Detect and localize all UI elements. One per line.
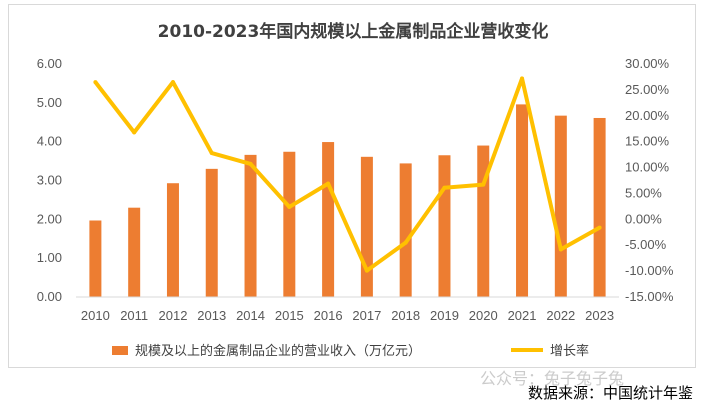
right-tick-label: 25.00% (625, 82, 670, 97)
bar-2019 (438, 155, 451, 297)
right-tick-label: -15.00% (625, 289, 674, 304)
bar-2015 (283, 151, 296, 297)
watermark: 公众号：兔子兔子兔 (480, 369, 625, 388)
x-tick-label: 2023 (585, 308, 614, 323)
legend-line-label: 增长率 (550, 343, 589, 359)
line-point-2018 (403, 240, 408, 245)
x-tick-label: 2014 (236, 308, 265, 323)
right-tick-label: 20.00% (625, 108, 670, 123)
right-tick-label: 10.00% (625, 160, 670, 175)
right-tick-label: -10.00% (625, 263, 674, 278)
bar-2014 (244, 154, 257, 297)
line-point-2012 (170, 80, 175, 85)
x-tick-label: 2011 (120, 308, 148, 323)
right-tick-label: 30.00% (625, 56, 670, 71)
x-tick-label: 2013 (197, 308, 226, 323)
left-tick-label: 4.00 (37, 134, 62, 149)
left-tick-label: 2.00 (37, 211, 62, 226)
x-tick-label: 2017 (352, 308, 381, 323)
legend: 规模及以上的金属制品企业的营业收入（万亿元） 增长率 (112, 343, 589, 359)
bar-series (89, 104, 606, 298)
bar-2023 (593, 117, 606, 297)
line-point-2015 (287, 204, 292, 209)
growth-rate-line (93, 76, 601, 273)
bar-2018 (399, 163, 412, 297)
line-point-2021 (520, 76, 525, 81)
x-tick-label: 2015 (275, 308, 304, 323)
bar-2022 (554, 115, 567, 297)
bar-2012 (166, 183, 179, 297)
line-point-2010 (93, 80, 98, 85)
line-point-2022 (558, 247, 563, 252)
line-point-2017 (364, 268, 369, 273)
x-tick-label: 2019 (430, 308, 459, 323)
right-tick-label: 5.00% (625, 185, 662, 200)
x-axis-ticks: 2010 2011 2012 2013 2014 2015 2016 2017 2018 2019… (81, 308, 614, 323)
left-tick-label: 1.00 (37, 250, 62, 265)
bar-2017 (360, 156, 373, 297)
bar-2011 (128, 207, 141, 297)
chart-title: 2010-2023年国内规模以上金属制品企业营收变化 (158, 21, 549, 42)
legend-bar-swatch (112, 346, 128, 355)
line-point-2016 (326, 181, 331, 186)
x-tick-label: 2016 (314, 308, 343, 323)
x-tick-label: 2012 (159, 308, 188, 323)
right-tick-label: 0.00% (625, 211, 662, 226)
x-tick-label: 2010 (81, 308, 110, 323)
line-point-2014 (248, 161, 253, 166)
left-axis-ticks: 6.00 5.00 4.00 3.00 2.00 1.00 0.00 (37, 56, 62, 304)
line-point-2013 (209, 151, 214, 156)
x-tick-label: 2018 (391, 308, 420, 323)
line-point-2023 (597, 225, 602, 230)
left-tick-label: 5.00 (37, 95, 62, 110)
bar-2021 (516, 104, 529, 298)
left-tick-label: 6.00 (37, 56, 62, 71)
chart-frame: 2010-2023年国内规模以上金属制品企业营收变化 6.00 5.00 4.00 3… (8, 4, 696, 368)
bar-2016 (322, 142, 335, 297)
line-point-2019 (442, 185, 447, 190)
legend-bar-label: 规模及以上的金属制品企业的营业收入（万亿元） (135, 343, 421, 359)
line-series (93, 76, 602, 273)
left-tick-label: 0.00 (37, 289, 62, 304)
right-tick-label: 15.00% (625, 134, 670, 149)
right-tick-label: -5.00% (625, 237, 667, 252)
source-note: 数据来源：中国统计年鉴 (527, 384, 693, 402)
x-tick-label: 2020 (469, 308, 498, 323)
x-tick-label: 2021 (508, 308, 537, 323)
right-axis-ticks: 30.00% 25.00% 20.00% 15.00% 10.00% 5.00% 0.00%… (625, 56, 674, 304)
x-tick-label: 2022 (546, 308, 575, 323)
bar-2013 (205, 168, 218, 297)
line-point-2020 (481, 182, 486, 187)
left-tick-label: 3.00 (37, 173, 62, 188)
chart-svg: 2010-2023年国内规模以上金属制品企业营收变化 6.00 5.00 4.00 3… (37, 21, 674, 359)
bar-2010 (89, 220, 102, 297)
line-point-2011 (132, 130, 137, 135)
